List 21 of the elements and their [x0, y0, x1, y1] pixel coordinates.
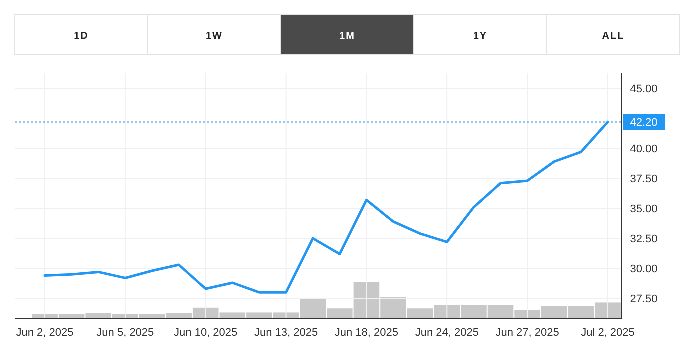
x-tick-label: Jun 10, 2025 [174, 327, 238, 339]
x-tick-label: Jun 5, 2025 [96, 327, 154, 339]
text: 1D [74, 31, 89, 42]
text: 1W [206, 31, 223, 42]
x-tick-label: Jul 2, 2025 [581, 327, 635, 339]
y-tick-label: 37.50 [630, 174, 658, 186]
y-tick-label: 27.50 [630, 294, 658, 306]
y-tick-label: 30.00 [630, 264, 658, 276]
text: ALL [602, 31, 625, 42]
x-tick-label: Jun 27, 2025 [496, 327, 560, 339]
text: 1M [340, 31, 356, 42]
x-tick-label: Jun 18, 2025 [334, 327, 399, 339]
text: 1Y [473, 31, 488, 42]
x-tick-label: Jun 24, 2025 [415, 327, 479, 339]
x-tick-label: Jun 2, 2025 [16, 327, 74, 339]
x-tick-label: Jun 13, 2025 [254, 327, 318, 339]
y-tick-label: 32.50 [630, 234, 658, 246]
y-tick-label: 35.00 [630, 204, 658, 216]
y-tick-label: 45.00 [630, 84, 658, 96]
ref-line-label: 42.20 [630, 117, 658, 130]
y-tick-label: 40.00 [630, 144, 658, 156]
